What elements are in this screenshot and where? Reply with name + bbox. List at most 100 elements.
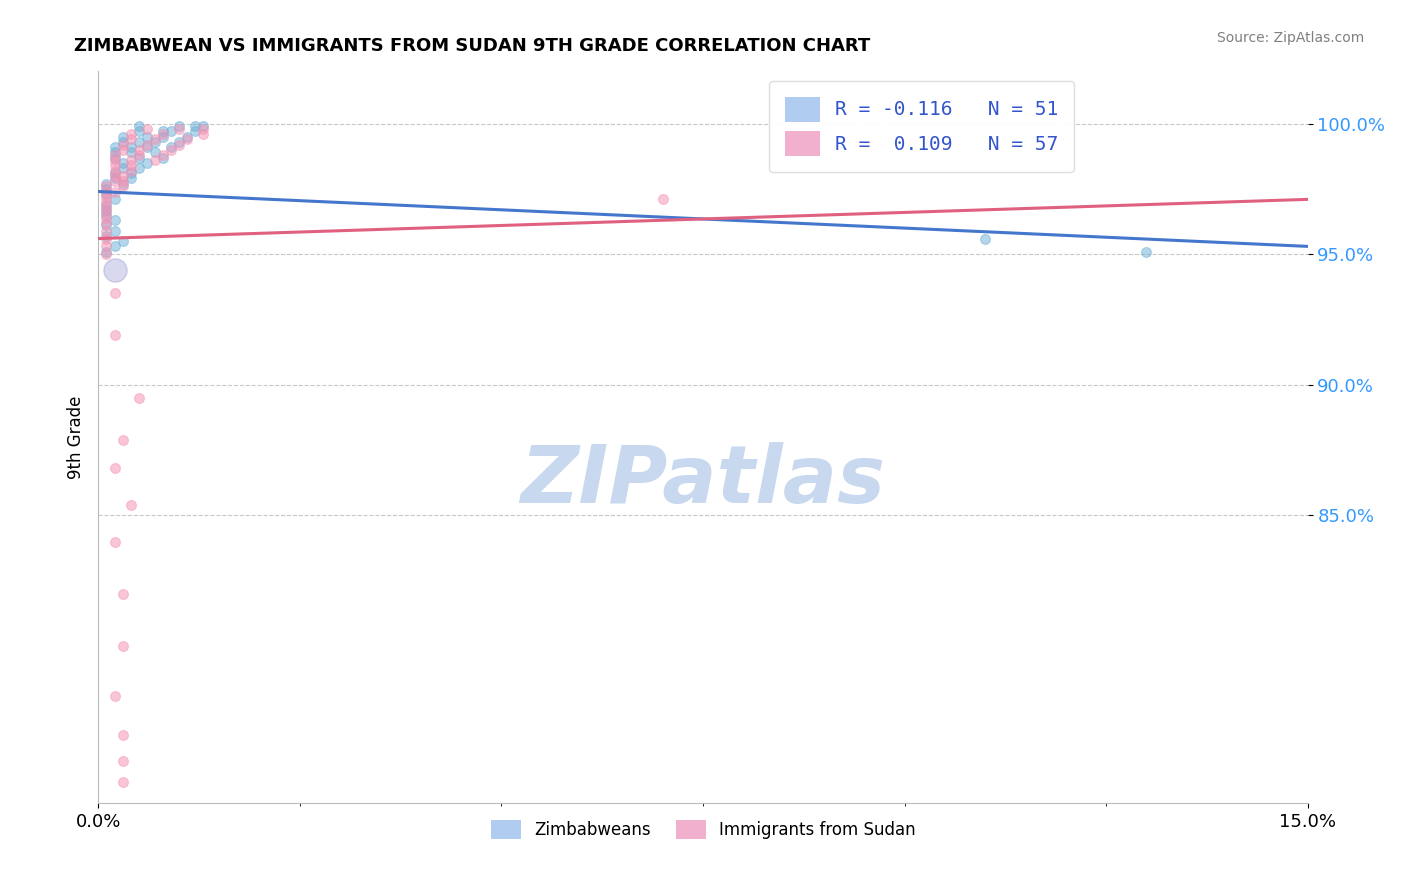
Point: [120, 127, 142, 141]
Point: [143, 145, 166, 160]
Point: [96, 231, 118, 245]
Text: ZIPatlas: ZIPatlas: [520, 442, 886, 520]
Point: [96, 202, 118, 217]
Point: [96, 194, 118, 209]
Point: [120, 145, 142, 160]
Point: [160, 143, 183, 157]
Point: [103, 286, 125, 301]
Point: [160, 140, 183, 154]
Point: [128, 151, 150, 165]
Point: [96, 208, 118, 222]
Point: [111, 137, 134, 152]
Point: [111, 135, 134, 149]
Point: [103, 185, 125, 199]
Point: [193, 127, 215, 141]
Point: [120, 498, 142, 512]
Point: [103, 263, 125, 277]
Text: Source: ZipAtlas.com: Source: ZipAtlas.com: [1216, 31, 1364, 45]
Point: [103, 169, 125, 183]
Point: [96, 205, 118, 219]
Point: [111, 728, 134, 742]
Point: [167, 137, 190, 152]
Point: [103, 166, 125, 180]
Point: [120, 153, 142, 168]
Point: [176, 132, 198, 146]
Point: [128, 143, 150, 157]
Point: [111, 161, 134, 175]
Point: [111, 754, 134, 768]
Point: [96, 244, 118, 259]
Point: [103, 689, 125, 703]
Point: [96, 239, 118, 253]
Point: [96, 211, 118, 225]
Point: [120, 158, 142, 172]
Point: [152, 129, 174, 144]
Point: [152, 124, 174, 138]
Point: [103, 239, 125, 253]
Point: [103, 140, 125, 154]
Point: [152, 148, 174, 162]
Point: [167, 135, 190, 149]
Point: [96, 177, 118, 191]
Point: [103, 148, 125, 162]
Point: [160, 124, 183, 138]
Point: [143, 153, 166, 168]
Point: [135, 155, 157, 169]
Point: [111, 169, 134, 183]
Point: [193, 120, 215, 134]
Point: [96, 224, 118, 238]
Point: [103, 461, 125, 475]
Point: [96, 247, 118, 261]
Point: [152, 151, 174, 165]
Point: [103, 158, 125, 172]
Point: [143, 135, 166, 149]
Point: [111, 155, 134, 169]
Point: [103, 534, 125, 549]
Point: [128, 135, 150, 149]
Point: [120, 171, 142, 186]
Point: [111, 775, 134, 789]
Point: [103, 145, 125, 160]
Point: [135, 137, 157, 152]
Point: [128, 124, 150, 138]
Point: [103, 151, 125, 165]
Point: [103, 213, 125, 227]
Point: [167, 121, 190, 136]
Text: ZIMBABWEAN VS IMMIGRANTS FROM SUDAN 9TH GRADE CORRELATION CHART: ZIMBABWEAN VS IMMIGRANTS FROM SUDAN 9TH …: [75, 37, 870, 54]
Point: [111, 433, 134, 447]
Point: [96, 216, 118, 230]
Point: [103, 174, 125, 188]
Point: [974, 231, 997, 245]
Point: [96, 197, 118, 211]
Point: [111, 129, 134, 144]
Point: [128, 391, 150, 405]
Point: [1135, 244, 1157, 259]
Point: [135, 140, 157, 154]
Point: [176, 129, 198, 144]
Point: [111, 179, 134, 194]
Point: [96, 229, 118, 244]
Point: [103, 163, 125, 178]
Point: [111, 143, 134, 157]
Point: [193, 121, 215, 136]
Point: [184, 120, 207, 134]
Point: [111, 174, 134, 188]
Point: [111, 639, 134, 653]
Point: [111, 587, 134, 601]
Point: [128, 148, 150, 162]
Point: [111, 234, 134, 248]
Point: [96, 187, 118, 202]
Point: [143, 132, 166, 146]
Point: [167, 120, 190, 134]
Point: [120, 140, 142, 154]
Point: [128, 161, 150, 175]
Point: [152, 127, 174, 141]
Point: [120, 163, 142, 178]
Point: [651, 193, 673, 207]
Point: [103, 328, 125, 343]
Point: [96, 179, 118, 194]
Y-axis label: 9th Grade: 9th Grade: [66, 395, 84, 479]
Point: [103, 224, 125, 238]
Legend: Zimbabweans, Immigrants from Sudan: Zimbabweans, Immigrants from Sudan: [484, 814, 922, 846]
Point: [120, 166, 142, 180]
